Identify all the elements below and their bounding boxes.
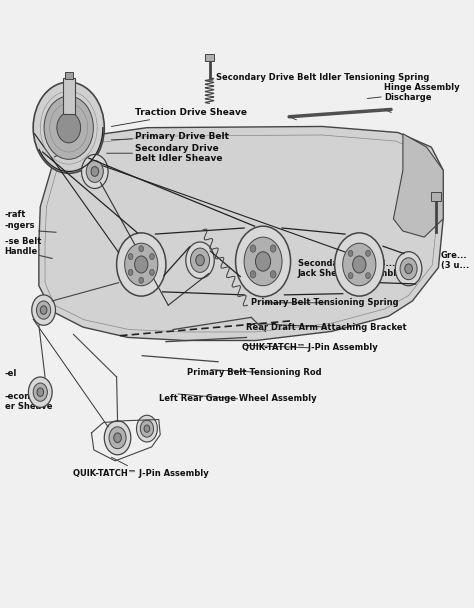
Text: Hinge Assembly
Discharge: Hinge Assembly Discharge bbox=[367, 83, 460, 102]
Circle shape bbox=[109, 427, 126, 449]
Circle shape bbox=[139, 246, 144, 252]
Circle shape bbox=[150, 254, 155, 260]
Text: Traction Drive Sheave: Traction Drive Sheave bbox=[111, 108, 247, 126]
Circle shape bbox=[140, 420, 154, 437]
Circle shape bbox=[348, 272, 353, 278]
Text: -el: -el bbox=[5, 370, 17, 378]
Polygon shape bbox=[393, 134, 443, 237]
Circle shape bbox=[365, 250, 370, 257]
Circle shape bbox=[270, 245, 276, 252]
Circle shape bbox=[104, 421, 131, 455]
Circle shape bbox=[255, 252, 271, 271]
Text: -econdary
er Sheave: -econdary er Sheave bbox=[5, 392, 52, 411]
Circle shape bbox=[236, 226, 291, 297]
Circle shape bbox=[335, 233, 384, 296]
Circle shape bbox=[33, 383, 47, 401]
Circle shape bbox=[186, 242, 214, 278]
Text: Primary Belt Tensioning Rod: Primary Belt Tensioning Rod bbox=[187, 368, 322, 376]
Text: Rear Draft Arm Attaching Bracket: Rear Draft Arm Attaching Bracket bbox=[246, 323, 407, 331]
Circle shape bbox=[137, 415, 157, 442]
Circle shape bbox=[405, 264, 412, 274]
Circle shape bbox=[348, 250, 353, 257]
Text: Secondary Drive B...
Jack Sheave Assembly: Secondary Drive B... Jack Sheave Assembl… bbox=[298, 259, 402, 278]
Text: QUIK-TATCH™ J-Pin Assembly: QUIK-TATCH™ J-Pin Assembly bbox=[73, 457, 209, 477]
Circle shape bbox=[139, 277, 144, 283]
FancyBboxPatch shape bbox=[63, 78, 75, 114]
Circle shape bbox=[395, 252, 422, 286]
Circle shape bbox=[196, 255, 204, 266]
Circle shape bbox=[82, 154, 108, 188]
Circle shape bbox=[135, 256, 148, 273]
Circle shape bbox=[244, 237, 282, 286]
Circle shape bbox=[400, 258, 417, 280]
Circle shape bbox=[128, 269, 133, 275]
Text: Primary Drive Belt: Primary Drive Belt bbox=[111, 133, 229, 141]
Circle shape bbox=[191, 248, 210, 272]
Circle shape bbox=[365, 272, 370, 278]
Circle shape bbox=[250, 245, 256, 252]
FancyBboxPatch shape bbox=[205, 54, 214, 61]
Text: Left Rear Gauge Wheel Assembly: Left Rear Gauge Wheel Assembly bbox=[159, 394, 317, 403]
Circle shape bbox=[114, 433, 121, 443]
Circle shape bbox=[353, 256, 366, 273]
Circle shape bbox=[32, 295, 55, 325]
Text: Secondary Drive Belt Idler Tensioning Spring: Secondary Drive Belt Idler Tensioning Sp… bbox=[209, 74, 429, 82]
FancyBboxPatch shape bbox=[65, 72, 73, 79]
Circle shape bbox=[40, 306, 47, 314]
Circle shape bbox=[270, 271, 276, 278]
Circle shape bbox=[125, 243, 158, 286]
Text: Gre...
(3 u...: Gre... (3 u... bbox=[441, 250, 469, 270]
Circle shape bbox=[28, 377, 52, 407]
Circle shape bbox=[37, 388, 44, 396]
Circle shape bbox=[250, 271, 256, 278]
Polygon shape bbox=[39, 126, 443, 340]
Circle shape bbox=[150, 269, 155, 275]
Circle shape bbox=[57, 112, 81, 143]
Text: Primary Belt Tensioning Spring: Primary Belt Tensioning Spring bbox=[251, 299, 399, 307]
Text: -se Belt
Handle: -se Belt Handle bbox=[5, 237, 41, 256]
Text: QUIK-TATCH™ J-Pin Assembly: QUIK-TATCH™ J-Pin Assembly bbox=[242, 344, 377, 352]
Text: -raft
-ngers: -raft -ngers bbox=[5, 210, 35, 230]
Circle shape bbox=[128, 254, 133, 260]
Circle shape bbox=[44, 96, 93, 159]
Circle shape bbox=[117, 233, 166, 296]
Circle shape bbox=[343, 243, 376, 286]
Circle shape bbox=[144, 425, 150, 432]
Text: Secondary Drive
Belt Idler Sheave: Secondary Drive Belt Idler Sheave bbox=[107, 143, 223, 163]
Circle shape bbox=[36, 301, 51, 319]
FancyBboxPatch shape bbox=[431, 192, 441, 201]
Circle shape bbox=[86, 161, 103, 182]
Circle shape bbox=[33, 82, 104, 173]
Circle shape bbox=[91, 167, 99, 176]
